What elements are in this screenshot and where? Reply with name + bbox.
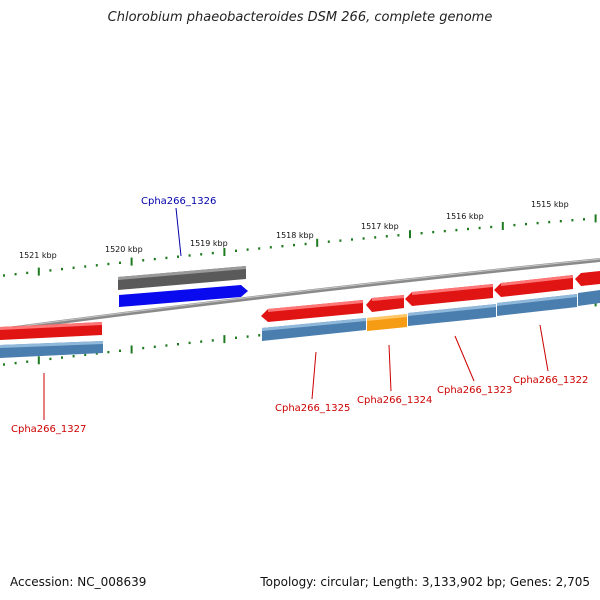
accession-text: Accession: NC_008639 [10,575,147,589]
scale-label-1516: 1516 kbp [446,212,484,221]
gene-label-cpha266-1324[interactable]: Cpha266_1324 [357,395,432,406]
gene-labels: Cpha266_1327 Cpha266_1326 Cpha266_1325 C… [11,196,588,435]
scale-label-1519: 1519 kbp [190,239,228,248]
gene-cpha266-1325[interactable] [261,300,366,341]
gene-right-edge[interactable] [575,271,600,306]
scale-label-1520: 1520 kbp [105,245,143,254]
page-title: Chlorobium phaeobacteroides DSM 266, com… [107,10,493,25]
gene-cpha266-1322[interactable] [494,275,577,316]
scale-labels: 1521 kbp 1520 kbp 1519 kbp 1518 kbp 1517… [19,200,569,260]
scale-ticks-upper [3,214,597,277]
gene-cpha266-1324[interactable] [366,295,407,331]
scale-label-1521: 1521 kbp [19,251,57,260]
genome-backbone [0,258,600,332]
gene-label-cpha266-1323[interactable]: Cpha266_1323 [437,385,512,396]
scale-label-1518: 1518 kbp [276,231,314,240]
gene-label-cpha266-1326[interactable]: Cpha266_1326 [141,196,216,207]
gene-label-cpha266-1322[interactable]: Cpha266_1322 [513,375,588,386]
gene-cpha266-1323[interactable] [405,284,496,326]
gene-cpha266-1326[interactable] [118,266,248,307]
topology-summary: Topology: circular; Length: 3,133,902 bp… [260,575,590,589]
scale-label-1517: 1517 kbp [361,222,399,231]
genome-backbone-highlight [0,258,600,330]
callout-lines [43,207,549,420]
gene-label-cpha266-1327[interactable]: Cpha266_1327 [11,424,86,435]
gene-label-cpha266-1325[interactable]: Cpha266_1325 [275,403,350,414]
scale-label-1515: 1515 kbp [531,200,569,209]
gene-cpha266-1327[interactable] [0,322,103,358]
